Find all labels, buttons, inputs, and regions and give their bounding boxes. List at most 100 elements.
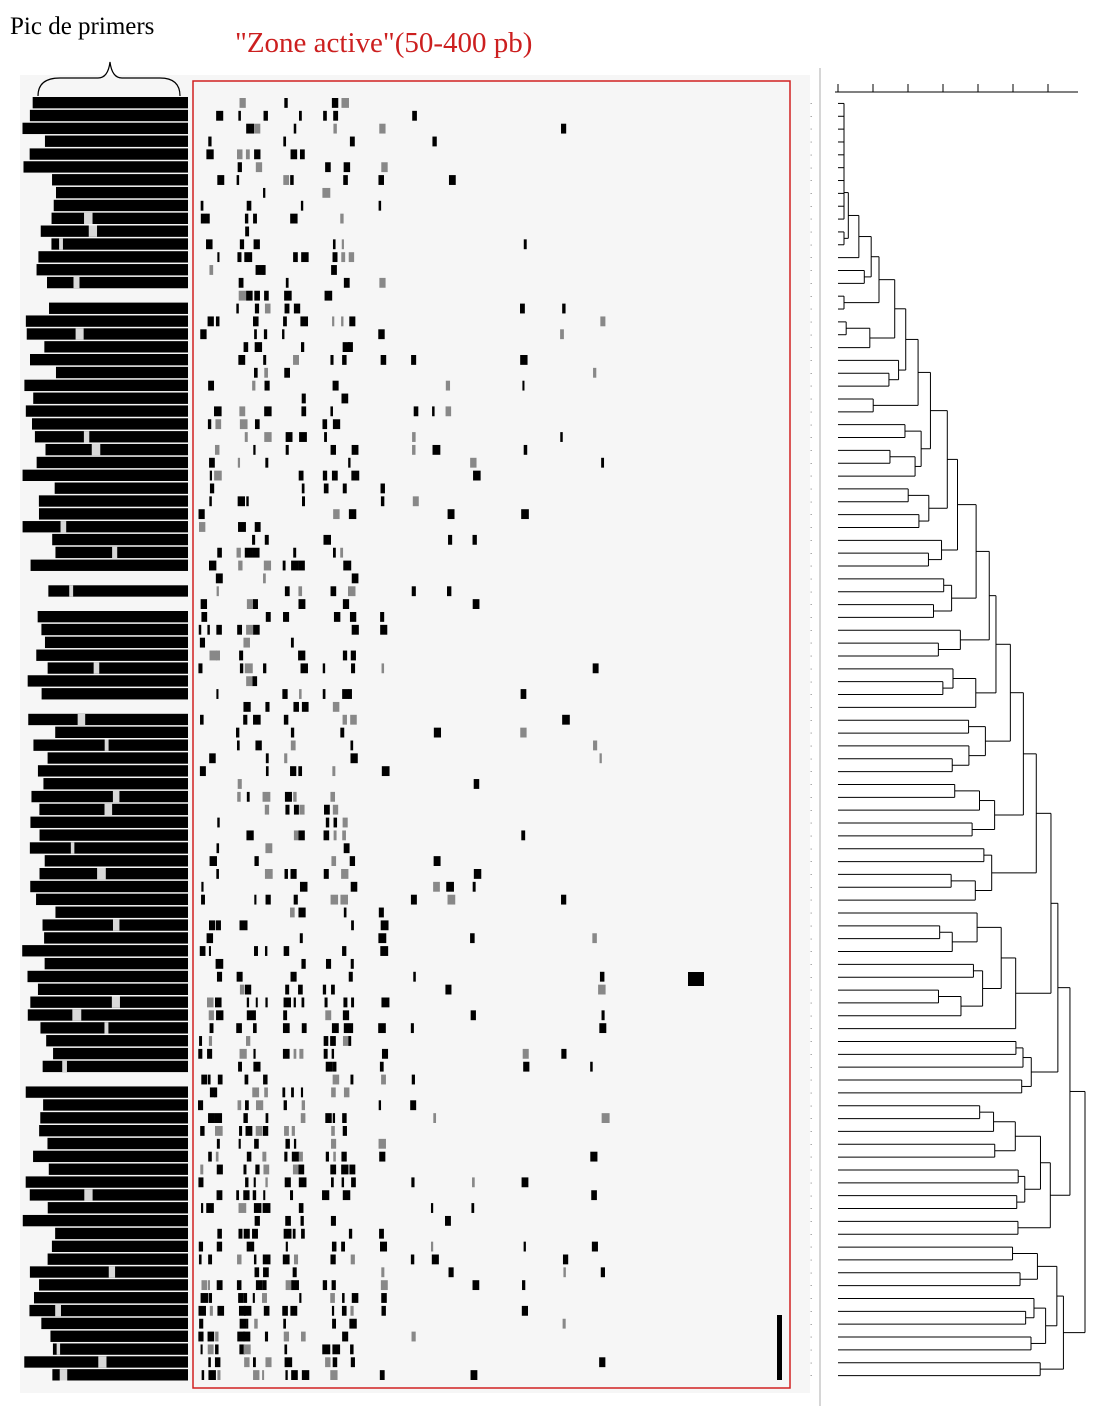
lane-tick: · <box>810 1334 812 1342</box>
gel-band <box>284 1344 288 1355</box>
gel-band <box>292 1228 296 1239</box>
gel-band <box>411 586 416 597</box>
gel-band <box>217 1305 225 1316</box>
gel-band <box>342 1126 347 1136</box>
lane-tick: · <box>810 1321 812 1329</box>
gel-band <box>216 869 219 879</box>
gel-band <box>254 303 260 314</box>
lane-tick: · <box>810 678 812 686</box>
gel-band <box>323 1036 329 1046</box>
gel-band <box>253 1023 257 1034</box>
gel-band <box>562 1254 569 1265</box>
gel-band <box>216 1280 223 1291</box>
gel-band <box>263 663 267 674</box>
gel-band <box>322 689 326 699</box>
gel-band <box>332 766 336 777</box>
gel-band <box>243 714 248 725</box>
gel-band <box>239 239 245 250</box>
gel-band <box>333 1061 337 1072</box>
gel-band <box>262 1203 271 1213</box>
gel-band <box>349 856 356 866</box>
gel-band <box>264 804 270 815</box>
gel-band <box>380 946 389 956</box>
lane-tick: · <box>810 820 812 828</box>
gel-band <box>330 586 337 597</box>
lane-tick: · <box>810 421 812 429</box>
gel-band <box>236 1190 240 1201</box>
gel-band <box>199 1036 203 1046</box>
primer-band <box>52 1343 188 1355</box>
lane-tick: · <box>810 1012 812 1020</box>
primer-band <box>47 1202 188 1214</box>
primer-band <box>22 521 188 533</box>
gel-band <box>198 663 203 674</box>
gel-band <box>298 1203 304 1213</box>
gel-band <box>262 265 266 275</box>
primer-band <box>30 354 188 366</box>
gel-band <box>351 624 359 635</box>
gel-band <box>432 406 435 417</box>
lane-tick: · <box>810 190 812 198</box>
primer-band <box>27 970 188 983</box>
primer-band <box>38 251 189 263</box>
gel-band <box>236 175 240 185</box>
gel-band <box>215 573 223 584</box>
gel-band <box>246 1010 254 1021</box>
band-gap <box>93 662 100 674</box>
gel-band <box>325 162 331 173</box>
lane-tick: · <box>810 1346 812 1354</box>
gel-band <box>237 496 245 507</box>
gel-band <box>322 1344 331 1355</box>
gel-band <box>333 817 338 828</box>
band-gap <box>70 842 75 854</box>
gel-band <box>381 766 390 777</box>
gel-band <box>207 1074 211 1085</box>
gel-band <box>591 1190 597 1201</box>
band-gap <box>60 521 67 533</box>
band-gap <box>84 1189 93 1201</box>
gel-band <box>350 958 354 969</box>
primer-band <box>36 264 188 276</box>
gel-band <box>201 612 208 622</box>
lane-tick: · <box>810 987 812 995</box>
gel-band <box>331 1126 335 1136</box>
gel-band <box>325 1061 333 1072</box>
lane-tick: · <box>810 113 812 121</box>
band-gap <box>84 212 93 224</box>
gel-band <box>209 856 217 866</box>
primer-band <box>22 122 189 135</box>
lane-tick: · <box>810 665 812 673</box>
gel-band <box>292 1164 300 1175</box>
gel-band <box>282 689 288 699</box>
gel-band <box>243 1331 251 1342</box>
lane-tick: · <box>810 434 812 442</box>
gel-band <box>600 1267 605 1278</box>
band-gap <box>75 328 84 340</box>
gel-band <box>214 470 222 481</box>
gel-band <box>244 663 253 674</box>
gel-band <box>381 1305 386 1316</box>
active-zone-label: "Zone active"(50-400 pb) <box>235 27 532 59</box>
gel-band <box>216 110 224 121</box>
gel-band <box>433 881 440 892</box>
gel-band <box>200 213 207 224</box>
gel-band <box>332 701 340 712</box>
gel-band <box>350 881 358 892</box>
gel-band <box>331 1023 339 1034</box>
gel-band <box>252 547 260 558</box>
lane-tick: · <box>810 614 812 622</box>
gel-band <box>236 547 241 558</box>
gel-band <box>216 1164 223 1175</box>
gel-band <box>472 881 476 892</box>
gel-band <box>350 1357 355 1368</box>
lane-tick: · <box>810 306 812 314</box>
gel-band <box>332 419 341 430</box>
gel-band <box>322 984 327 995</box>
lane-tick: · <box>810 177 812 185</box>
gel-band <box>208 1151 212 1162</box>
gel-band <box>380 612 385 622</box>
primer-band <box>47 1137 188 1150</box>
gel-band <box>293 701 299 712</box>
gel-band <box>325 1113 332 1123</box>
gel-band <box>236 740 240 751</box>
